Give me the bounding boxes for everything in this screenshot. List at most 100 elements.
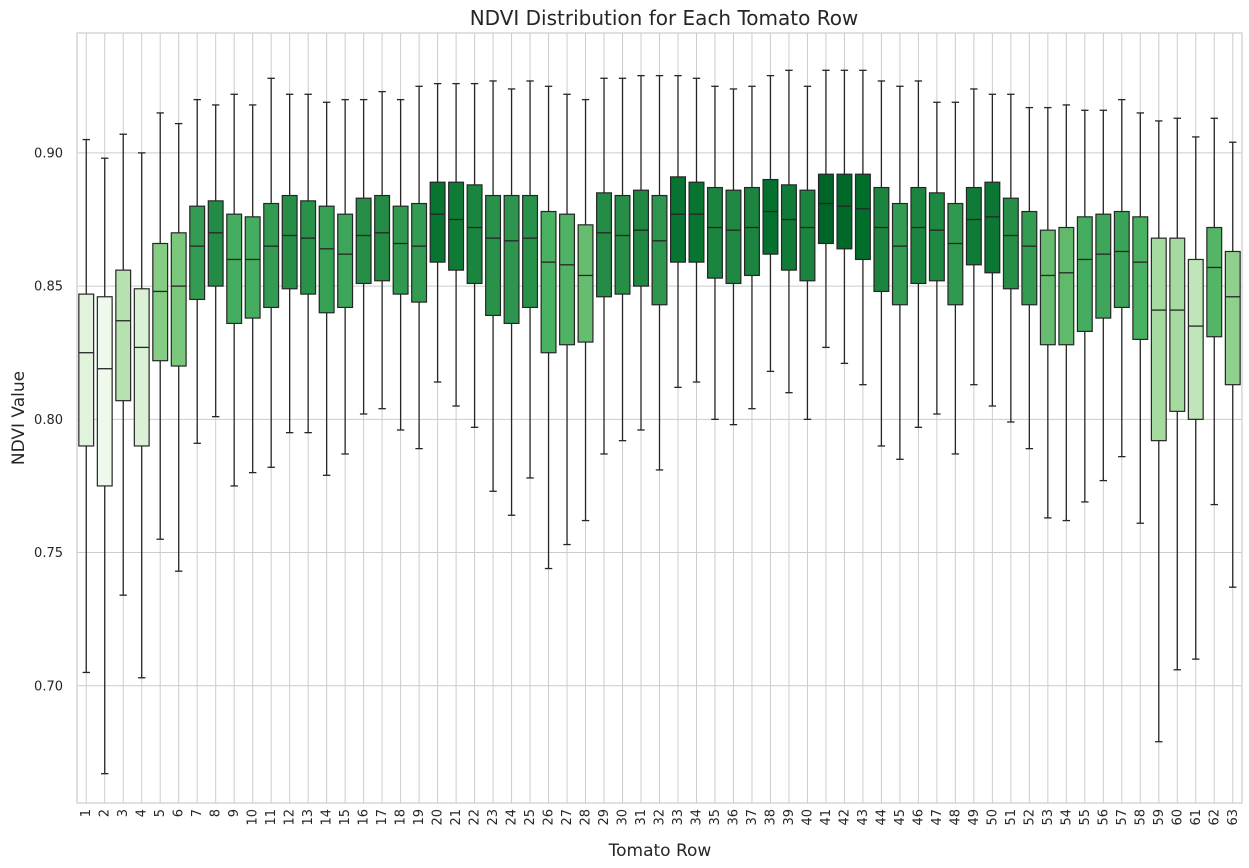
x-tick-label: 42 bbox=[837, 809, 852, 826]
box-iqr bbox=[689, 182, 704, 262]
box-iqr bbox=[1151, 238, 1166, 440]
box-iqr bbox=[356, 198, 371, 283]
box-iqr bbox=[227, 214, 242, 323]
x-tick-label: 19 bbox=[412, 809, 427, 826]
x-tick-label: 13 bbox=[301, 809, 316, 826]
y-tick-label: 0.80 bbox=[34, 413, 63, 428]
x-tick-label: 54 bbox=[1059, 809, 1074, 826]
chart-title: NDVI Distribution for Each Tomato Row bbox=[470, 6, 859, 30]
x-tick-label: 3 bbox=[116, 809, 131, 817]
box-iqr bbox=[467, 185, 482, 284]
x-tick-label: 11 bbox=[264, 809, 279, 826]
box-iqr bbox=[856, 174, 871, 259]
box-iqr bbox=[504, 196, 519, 324]
x-tick-label: 6 bbox=[172, 809, 187, 817]
box-iqr bbox=[893, 204, 908, 305]
x-tick-label: 30 bbox=[616, 809, 631, 826]
box-iqr bbox=[837, 174, 852, 249]
x-tick-label: 4 bbox=[135, 809, 150, 817]
x-tick-label: 57 bbox=[1115, 809, 1130, 826]
x-tick-label: 14 bbox=[320, 809, 335, 826]
box-iqr bbox=[1040, 230, 1055, 345]
box-iqr bbox=[1133, 217, 1148, 340]
x-tick-label: 8 bbox=[209, 809, 224, 817]
box-iqr bbox=[208, 201, 223, 286]
box-iqr bbox=[1003, 198, 1018, 289]
x-tick-label: 41 bbox=[819, 809, 834, 826]
x-tick-label: 36 bbox=[726, 809, 741, 826]
box-iqr bbox=[782, 185, 797, 270]
box-iqr bbox=[1207, 227, 1222, 336]
box-iqr bbox=[671, 177, 686, 262]
x-tick-label: 48 bbox=[948, 809, 963, 826]
box-iqr bbox=[486, 196, 501, 316]
box-iqr bbox=[948, 204, 963, 305]
x-axis-label: Tomato Row bbox=[608, 841, 712, 861]
box-iqr bbox=[430, 182, 445, 262]
box-iqr bbox=[634, 190, 649, 286]
x-tick-label: 7 bbox=[190, 809, 205, 817]
x-tick-label: 44 bbox=[874, 809, 889, 826]
box-iqr bbox=[1059, 227, 1074, 344]
x-tick-label: 34 bbox=[689, 809, 704, 826]
x-tick-label: 16 bbox=[357, 809, 372, 826]
box-iqr bbox=[763, 180, 778, 255]
x-tick-label: 52 bbox=[1022, 809, 1037, 826]
box-iqr bbox=[319, 206, 334, 313]
box-iqr bbox=[116, 270, 131, 401]
x-tick-labels: 1 2 3 4 5 6 7 8 9 10 11 12 13 14 15 16 17 18 19 20 21 22 23 24 2… bbox=[79, 809, 1241, 826]
y-tick-label: 0.90 bbox=[34, 146, 63, 161]
box-iqr bbox=[708, 188, 723, 279]
x-tick-label: 59 bbox=[1152, 809, 1167, 826]
box-iqr bbox=[171, 233, 186, 366]
box-iqr bbox=[560, 214, 575, 345]
x-tick-label: 21 bbox=[449, 809, 464, 826]
x-tick-label: 37 bbox=[745, 809, 760, 826]
box-iqr bbox=[523, 196, 538, 308]
y-tick-label: 0.75 bbox=[34, 546, 63, 561]
box-iqr bbox=[449, 182, 464, 270]
x-tick-label: 29 bbox=[597, 809, 612, 826]
box-iqr bbox=[541, 212, 556, 353]
box-iqr bbox=[97, 297, 112, 486]
box-iqr bbox=[1225, 251, 1240, 384]
y-tick-labels: 0.70 0.75 0.80 0.85 0.90 bbox=[34, 146, 63, 694]
x-tick-label: 12 bbox=[283, 809, 298, 826]
box-iqr bbox=[134, 289, 149, 446]
x-tick-label: 25 bbox=[523, 809, 538, 826]
box-iqr bbox=[79, 294, 94, 446]
box-iqr bbox=[338, 214, 353, 307]
x-tick-label: 46 bbox=[911, 809, 926, 826]
y-tick-label: 0.70 bbox=[34, 679, 63, 694]
box-iqr bbox=[282, 196, 297, 289]
x-tick-label: 18 bbox=[394, 809, 409, 826]
x-tick-label: 63 bbox=[1226, 809, 1241, 826]
x-tick-label: 9 bbox=[227, 809, 242, 817]
box-iqr bbox=[911, 188, 926, 284]
box-iqr bbox=[726, 190, 741, 283]
x-tick-label: 27 bbox=[560, 809, 575, 826]
x-tick-label: 20 bbox=[431, 809, 446, 826]
box-iqr bbox=[985, 182, 1000, 273]
x-tick-label: 56 bbox=[1096, 809, 1111, 826]
x-tick-label: 23 bbox=[486, 809, 501, 826]
box-iqr bbox=[412, 204, 427, 303]
box-iqr bbox=[245, 217, 260, 318]
box-iqr bbox=[190, 206, 205, 299]
box-iqr bbox=[1188, 259, 1203, 419]
box-iqr bbox=[1096, 214, 1111, 318]
x-tick-label: 45 bbox=[893, 809, 908, 826]
x-tick-label: 28 bbox=[579, 809, 594, 826]
x-tick-label: 26 bbox=[542, 809, 557, 826]
x-tick-label: 58 bbox=[1133, 809, 1148, 826]
x-tick-label: 55 bbox=[1078, 809, 1093, 826]
x-tick-label: 22 bbox=[468, 809, 483, 826]
box-iqr bbox=[597, 193, 612, 297]
box-iqr bbox=[375, 196, 390, 281]
x-tick-label: 15 bbox=[338, 809, 353, 826]
box-iqr bbox=[745, 188, 760, 276]
box-iqr bbox=[264, 204, 279, 308]
x-tick-label: 60 bbox=[1170, 809, 1185, 826]
x-tick-label: 39 bbox=[782, 809, 797, 826]
